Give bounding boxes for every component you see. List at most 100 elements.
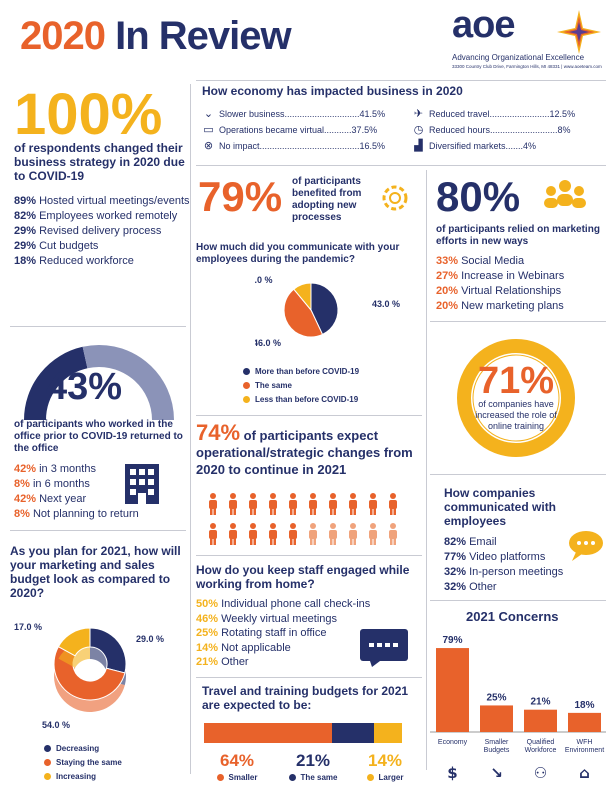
person-icon: [309, 493, 317, 515]
concern-bar: [524, 709, 557, 732]
strategy-percent: 100%: [14, 82, 163, 147]
person-icon: [229, 523, 237, 545]
office-gauge: [24, 345, 174, 421]
dollar-icon: $: [447, 764, 457, 782]
economy-title: How economy has impacted business in 202…: [202, 84, 463, 98]
pie-data-label: 43.0 %: [372, 299, 400, 309]
concern-label: Qualified: [527, 739, 555, 746]
chat-icon: [360, 629, 408, 667]
list-item: 14% Not applicable: [196, 641, 291, 654]
logo-word: aoe: [452, 4, 515, 46]
chevron-down-icon: ⌄: [203, 108, 214, 120]
list-item: 27% Increase in Webinars: [436, 270, 565, 282]
person-icon: [329, 523, 337, 545]
divider: [426, 170, 427, 770]
legend-swatch: [243, 368, 250, 376]
list-item: 20% Virtual Relationships: [436, 285, 562, 297]
list-item: 29% Cut budgets: [14, 240, 99, 252]
divider: [430, 600, 606, 601]
gauge-track: [82, 345, 174, 421]
divider: [196, 555, 422, 556]
list-item: 33% Social Media: [436, 255, 525, 267]
budget-pie-chart: 29.0 % 54.0 % 17.0 %: [14, 622, 164, 730]
person-icon: [209, 493, 217, 515]
list-item: 18% Reduced workforce: [14, 255, 134, 267]
pie-slice: [310, 282, 339, 336]
x-circle-icon: ⊗: [203, 140, 214, 152]
page-title: 2020 In Review: [20, 14, 292, 59]
list-item: 82% Employees worked remotely: [14, 210, 178, 222]
list-item: 32% Other: [444, 581, 497, 593]
travel-segment-label: 21% The same: [282, 751, 344, 782]
concern-bar: [480, 705, 513, 732]
list-item: 20% New marketing plans: [436, 300, 564, 312]
travel-title: Travel and training budgets for 2021 are…: [202, 684, 409, 712]
pie-data-label: 17.0 %: [14, 622, 42, 632]
office-percent: 43%: [46, 366, 123, 408]
concern-label: WFH: [577, 739, 593, 746]
concern-value: 18%: [574, 700, 594, 711]
communicate-title: How much did you communicate with your e…: [196, 242, 400, 265]
person-icon: [289, 523, 297, 545]
pie-slice: [293, 282, 312, 312]
legend-item: The same: [243, 381, 359, 390]
person-icon: [369, 493, 377, 515]
legend-item: Increasing: [44, 772, 122, 781]
pie-data-label: 11.0 %: [255, 275, 273, 285]
concern-bar: [436, 648, 469, 732]
divider: [10, 530, 186, 531]
adopting-caption: of participants benefited from adopting …: [292, 176, 362, 223]
concern-bar: [568, 712, 601, 732]
economy-item: ⌄ Slower business........................…: [203, 108, 386, 120]
plane-icon: ✈: [413, 108, 424, 120]
logo-star-icon: [557, 10, 601, 54]
list-item: 46% Weekly virtual meetings: [196, 612, 338, 625]
concern-value: 25%: [486, 692, 506, 703]
divider: [190, 84, 191, 774]
ring-inner: [472, 354, 560, 442]
divider: [430, 321, 606, 322]
person-icon: [389, 493, 397, 515]
person-icon: [269, 523, 277, 545]
legend-swatch: [243, 382, 250, 390]
communicated-title: How companies communicated with employee…: [444, 486, 557, 528]
people-group-icon: [544, 180, 586, 208]
strategy-caption: of respondents changed their business st…: [14, 141, 185, 183]
divider: [196, 677, 422, 678]
online-ring: [457, 339, 575, 457]
economy-item: ▟ Diversified markets.......4%: [412, 138, 575, 154]
legend-swatch: [44, 773, 51, 781]
budget-legend: Decreasing Staying the same Increasing: [44, 744, 122, 786]
concern-label: Workforce: [525, 747, 557, 754]
economy-right-list: ✈ Reduced travel........................1…: [412, 106, 575, 154]
engaged-title: How do you keep staff engaged while work…: [196, 563, 410, 591]
pie-slice: [57, 627, 91, 657]
travel-segment-label: 14% Larger: [366, 751, 404, 782]
pie-slice: [283, 288, 324, 338]
legend-swatch: [243, 396, 250, 404]
list-item: 25% Rotating staff in office: [196, 627, 327, 639]
title-rest: In Review: [115, 14, 292, 58]
legend-item: Less than before COVID-19: [243, 395, 359, 404]
person-icon: ⚇: [534, 764, 547, 782]
legend-item: Staying the same: [44, 758, 122, 767]
ring-track: [457, 339, 575, 457]
person-icon: [229, 493, 237, 515]
online-caption: of companies have increased the role of …: [475, 399, 557, 431]
budget-title: As you plan for 2021, how will your mark…: [10, 544, 181, 600]
economy-item: ◷ Reduced hours..........................…: [413, 124, 571, 136]
list-item: 32% In-person meetings: [444, 566, 564, 578]
list-item: 42% Next year: [14, 493, 87, 505]
divider: [430, 474, 606, 475]
list-item: 42% in 3 months: [14, 463, 96, 475]
office-caption: of participants who worked in the office…: [14, 419, 183, 454]
concern-label: Environment: [565, 747, 604, 754]
person-icon: [389, 523, 397, 545]
person-icon: [369, 523, 377, 545]
communicate-legend: More than before COVID-19 The same Less th…: [243, 367, 359, 409]
economy-item: ▭ Operations became virtual...........37.…: [203, 124, 378, 136]
logo: aoe Advancing Organizational Excellence …: [452, 4, 604, 76]
strategy-list: 89% Hosted virtual meetings/events 82% Em…: [14, 194, 190, 269]
engaged-list: 50% Individual phone call check-ins 46% W…: [196, 597, 370, 670]
adopting-percent: 79%: [198, 173, 283, 220]
